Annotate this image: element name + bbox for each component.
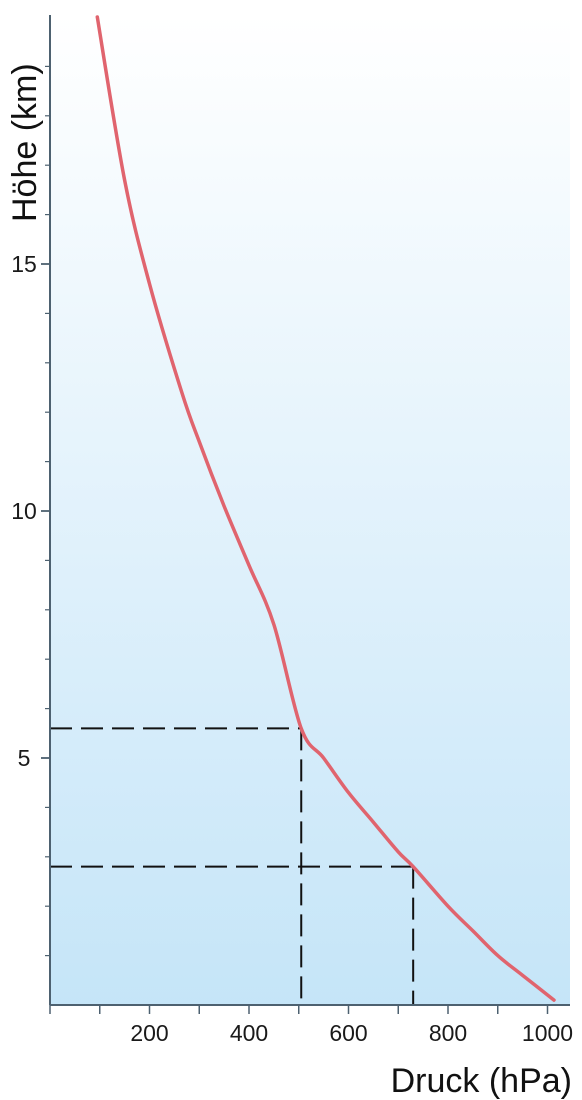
pressure-curve xyxy=(95,15,556,1002)
y-tick-label: 10 xyxy=(11,498,37,524)
x-tick-label: 200 xyxy=(130,1020,168,1046)
x-tick-label: 600 xyxy=(329,1020,367,1046)
x-tick-label: 400 xyxy=(230,1020,268,1046)
y-tick-label: 15 xyxy=(11,251,37,277)
plot-background xyxy=(50,15,570,1005)
tick-labels: 200 400 600 800 1000 5 10 15 xyxy=(11,251,573,1046)
x-tick-label: 1000 xyxy=(522,1020,573,1046)
y-tick-label: 5 xyxy=(18,745,31,771)
x-tick-label: 800 xyxy=(429,1020,467,1046)
reference-lines xyxy=(50,727,415,1005)
x-axis-title: Druck (hPa) xyxy=(391,1062,572,1100)
y-axis-title: Höhe (km) xyxy=(6,63,44,222)
tick-marks xyxy=(41,65,549,1014)
axes xyxy=(49,15,570,1006)
